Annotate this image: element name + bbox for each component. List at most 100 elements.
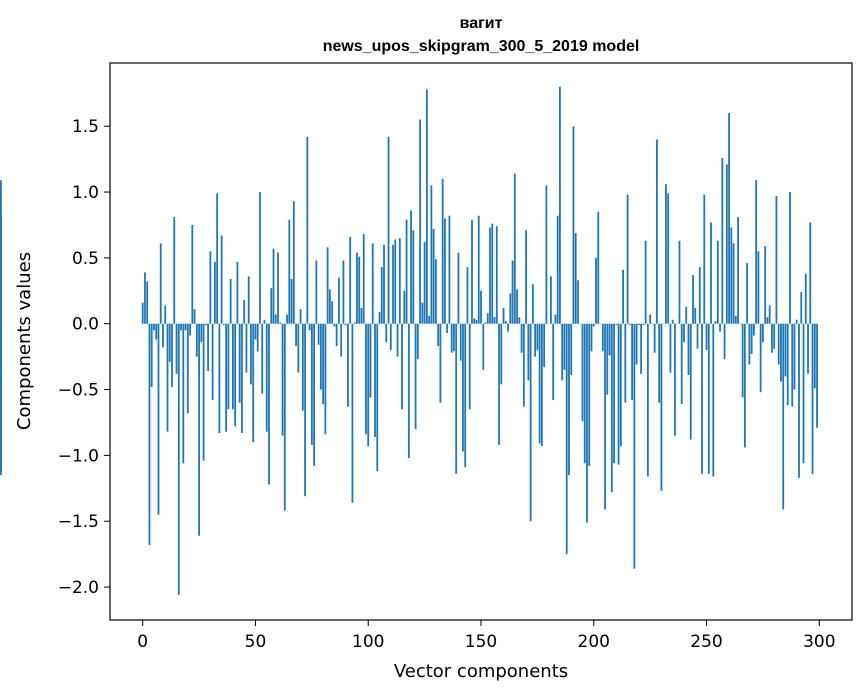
x-tick-label-0: 0 <box>137 632 148 652</box>
y-axis-label: Components values <box>14 252 35 430</box>
bar-191 <box>572 126 575 324</box>
bar-50 <box>254 323 257 340</box>
chart-subtitle: news_upos_skipgram_300_5_2019 model <box>323 38 640 55</box>
x-axis-ticks: 0 50 100 150 200 250 300 <box>137 620 836 652</box>
bar-80 <box>322 323 325 405</box>
bar-241 <box>685 306 688 324</box>
bar-152 <box>484 322 487 324</box>
bar-34 <box>218 323 221 434</box>
bar-276 <box>764 246 767 324</box>
bar-293 <box>802 323 805 464</box>
bar-133 <box>441 178 444 324</box>
bar-163 <box>509 293 512 324</box>
bar-204 <box>601 323 604 352</box>
bar-38 <box>227 323 230 410</box>
bar-58 <box>272 248 275 324</box>
bar-1 <box>144 272 146 324</box>
bar-14 <box>173 217 176 324</box>
bar-77 <box>315 260 318 324</box>
bar-171 <box>527 323 530 381</box>
bar-134 <box>444 218 446 324</box>
bar-263 <box>734 315 737 324</box>
bar-90 <box>344 323 347 326</box>
chart-title: вагит <box>460 15 503 32</box>
bar-210 <box>615 323 618 326</box>
bar-71 <box>301 323 304 411</box>
bar-2 <box>146 281 149 324</box>
bar-214 <box>624 323 627 403</box>
bar-125 <box>423 242 426 324</box>
bar-103 <box>374 323 376 437</box>
bar-297 <box>811 323 814 474</box>
bar-151 <box>482 323 485 370</box>
bar-41 <box>234 323 237 427</box>
bar-292 <box>800 292 803 324</box>
bar-258 <box>723 323 726 360</box>
bar-55 <box>265 323 268 432</box>
bar-84 <box>331 301 334 324</box>
bar-288 <box>791 323 794 407</box>
bar-225 <box>649 314 652 324</box>
bar-24 <box>195 323 198 357</box>
x-tick-label-250: 250 <box>690 632 722 652</box>
bar-235 <box>671 319 674 324</box>
bar-137 <box>450 323 453 353</box>
bar-220 <box>637 323 640 326</box>
bar-278 <box>768 305 771 324</box>
y-tick-label-1: −1.5 <box>58 512 99 532</box>
bar-245 <box>694 307 697 324</box>
bar-268 <box>746 263 749 324</box>
bar-201 <box>595 257 597 324</box>
bar-19 <box>184 323 187 331</box>
bar-192 <box>574 232 577 324</box>
bar-100 <box>367 323 370 447</box>
bar-150 <box>480 290 482 324</box>
bar-68 <box>295 323 297 347</box>
bar-170 <box>525 230 527 324</box>
bar-111 <box>392 244 394 324</box>
bar-287 <box>789 192 791 324</box>
bar-219 <box>635 323 638 365</box>
bar-295 <box>807 323 809 374</box>
bar-141 <box>459 323 462 361</box>
y-tick-label-3: −0.5 <box>58 381 99 401</box>
bar-27 <box>202 323 205 461</box>
bar-285 <box>784 323 787 377</box>
bar-205 <box>604 323 606 510</box>
bar-69 <box>297 323 300 373</box>
bar-255 <box>716 240 719 324</box>
bar-272 <box>755 180 758 324</box>
bar-118 <box>407 323 410 459</box>
bar-113 <box>396 323 399 357</box>
bar-15 <box>175 323 178 374</box>
bar-187 <box>563 323 566 370</box>
bar-213 <box>622 269 624 324</box>
bar-143 <box>464 323 467 468</box>
bar-74 <box>308 323 311 331</box>
bar-257 <box>721 157 724 324</box>
bar-162 <box>507 323 509 332</box>
bar-243 <box>689 323 692 440</box>
bar-256 <box>719 323 721 332</box>
bar-149 <box>477 215 480 324</box>
bar-85 <box>333 323 336 327</box>
bar-47 <box>247 276 250 324</box>
bar-44 <box>241 323 243 434</box>
bar-106 <box>380 267 383 324</box>
bar-202 <box>597 211 600 324</box>
bar-242 <box>687 323 690 376</box>
bar-96 <box>358 256 361 324</box>
bar-147 <box>473 318 476 324</box>
x-tick-label-50: 50 <box>245 632 267 652</box>
bar-undefined <box>0 180 2 324</box>
bar-89 <box>342 260 345 324</box>
bar-190 <box>570 323 573 376</box>
bar-30 <box>209 251 212 324</box>
bar-61 <box>279 322 282 324</box>
bar-184 <box>556 215 559 324</box>
bar-29 <box>207 323 209 372</box>
bar-102 <box>371 243 374 324</box>
bar-198 <box>588 323 591 466</box>
bar-240 <box>683 323 685 343</box>
bar-undefined <box>0 323 2 341</box>
